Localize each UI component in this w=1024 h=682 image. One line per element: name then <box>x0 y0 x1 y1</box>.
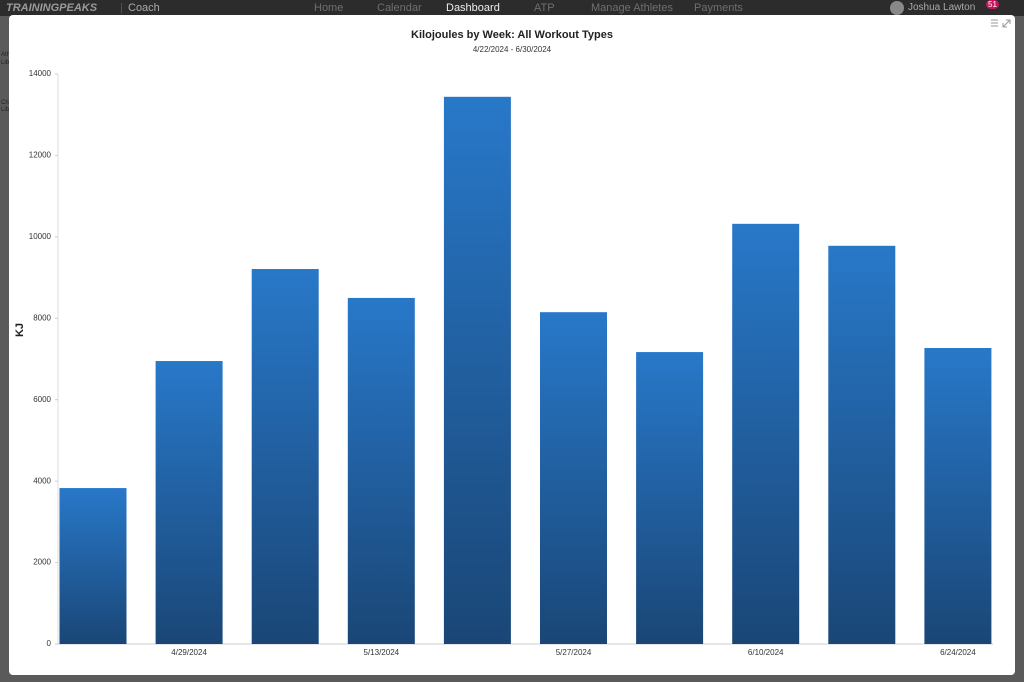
product: Coach <box>128 2 160 14</box>
x-tick-label: 4/29/2024 <box>171 648 207 657</box>
brand[interactable]: TRAININGPEAKS <box>6 2 98 14</box>
menu-icon[interactable] <box>991 19 998 27</box>
nav-item[interactable]: Dashboard <box>446 2 500 14</box>
top-bar: TRAININGPEAKS | Coach Home Calendar Dash… <box>0 0 1024 16</box>
y-tick-label: 10000 <box>29 232 52 241</box>
sidebar-item[interactable]: Ath <box>1 52 11 58</box>
bar <box>732 223 800 645</box>
nav-item[interactable]: Home <box>314 2 344 14</box>
x-tick-label: 6/24/2024 <box>940 648 976 657</box>
chart-title: Kilojoules by Week: All Workout Types <box>411 29 613 41</box>
chart-subtitle: 4/22/2024 - 6/30/2024 <box>473 45 552 54</box>
y-tick-label: 4000 <box>33 476 51 485</box>
sidebar-item[interactable]: Ch <box>1 100 9 106</box>
bar <box>636 352 704 644</box>
x-tick-label: 5/13/2024 <box>364 648 400 657</box>
sidebar-item[interactable]: Lib <box>1 60 10 66</box>
y-tick-label: 8000 <box>33 313 51 322</box>
chart: Kilojoules by Week: All Workout Types 4/… <box>14 19 1011 657</box>
user-name[interactable]: Joshua Lawton <box>908 2 976 13</box>
bar <box>828 245 896 645</box>
y-tick-label: 6000 <box>33 395 51 404</box>
bar <box>443 96 511 645</box>
y-tick-label: 0 <box>47 639 52 648</box>
nav-item[interactable]: Manage Athletes <box>591 2 673 14</box>
sidebar-item[interactable]: Lib <box>1 107 10 113</box>
nav-item[interactable]: Calendar <box>377 2 422 14</box>
chart-modal: Kilojoules by Week: All Workout Types 4/… <box>9 15 1015 675</box>
bar <box>59 488 127 644</box>
x-tick-label: 6/10/2024 <box>748 648 784 657</box>
bar <box>540 312 607 644</box>
x-tick-label: 5/27/2024 <box>556 648 592 657</box>
avatar[interactable] <box>890 1 904 15</box>
nav-item[interactable]: Payments <box>694 2 743 14</box>
bar <box>924 348 992 644</box>
y-tick-label: 2000 <box>33 558 51 567</box>
notification-badge[interactable]: 51 <box>986 0 999 9</box>
y-axis-label: KJ <box>14 323 26 337</box>
expand-icon[interactable] <box>1002 19 1011 28</box>
bar <box>251 269 319 644</box>
y-tick-label: 12000 <box>29 151 52 160</box>
bar <box>347 297 415 644</box>
nav-item[interactable]: ATP <box>534 2 555 14</box>
y-tick-label: 14000 <box>29 69 52 78</box>
bar <box>155 361 223 644</box>
